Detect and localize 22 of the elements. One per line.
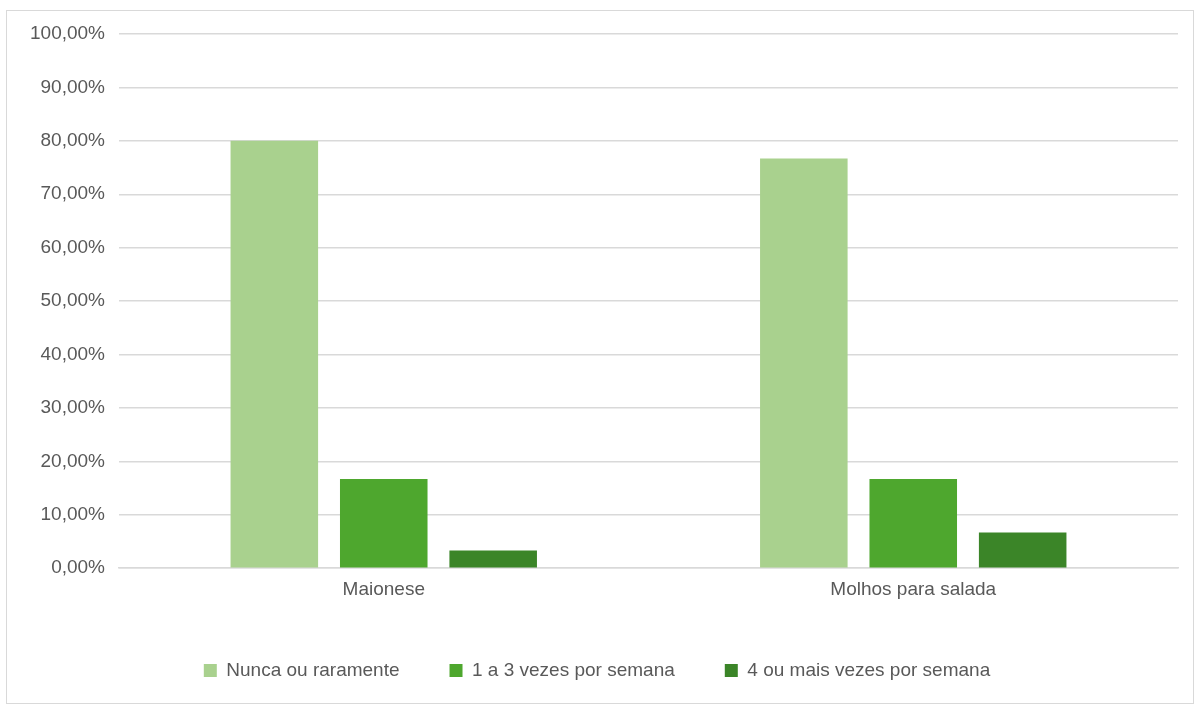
x-tick-label: Maionese xyxy=(342,577,425,599)
y-tick-label: 80,00% xyxy=(40,129,106,151)
y-tick-label: 20,00% xyxy=(40,449,106,471)
legend-label: 1 a 3 vezes por semana xyxy=(472,658,676,680)
y-tick-label: 100,00% xyxy=(29,22,106,44)
y-tick-label: 70,00% xyxy=(40,182,106,204)
bar xyxy=(339,478,428,568)
y-tick-label: 30,00% xyxy=(40,396,106,418)
y-tick-label: 50,00% xyxy=(40,289,106,311)
bar xyxy=(449,550,537,568)
y-tick-label: 90,00% xyxy=(40,75,106,97)
bar xyxy=(869,478,958,568)
y-tick-label: 0,00% xyxy=(51,556,106,578)
legend-label: Nunca ou raramente xyxy=(226,658,400,680)
y-tick-label: 60,00% xyxy=(40,235,106,257)
bar xyxy=(978,532,1067,568)
bar xyxy=(760,158,848,568)
bar xyxy=(230,140,319,568)
y-tick-label: 10,00% xyxy=(40,503,106,525)
x-tick-label: Molhos para salada xyxy=(830,577,997,599)
legend-label: 4 ou mais vezes por semana xyxy=(747,658,991,680)
y-tick-label: 40,00% xyxy=(40,342,106,364)
